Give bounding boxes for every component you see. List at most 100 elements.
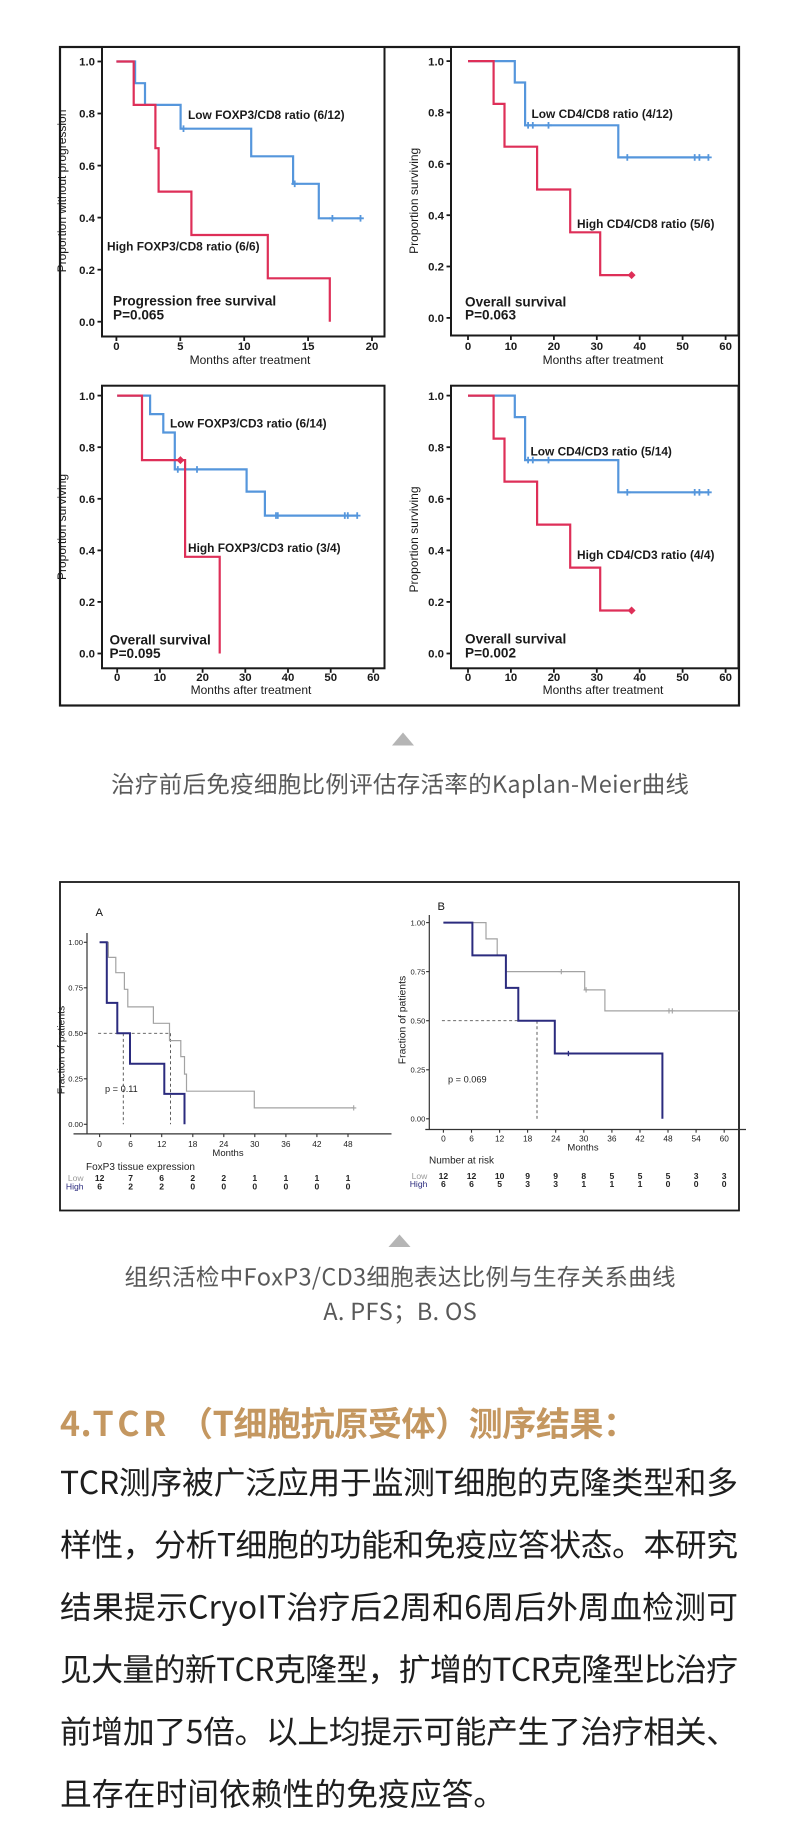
svg-text:Fraction of patients: Fraction of patients: [398, 976, 409, 1064]
svg-text:12: 12: [467, 1171, 477, 1181]
svg-text:40: 40: [633, 341, 646, 353]
svg-text:1: 1: [315, 1173, 320, 1183]
svg-text:Months after treatment: Months after treatment: [543, 353, 664, 367]
svg-text:Proportion surviving: Proportion surviving: [407, 486, 421, 592]
svg-text:0.0: 0.0: [79, 317, 95, 329]
svg-text:1: 1: [581, 1179, 586, 1189]
svg-text:Overall survival: Overall survival: [465, 632, 566, 647]
svg-text:0: 0: [722, 1179, 727, 1189]
svg-text:0: 0: [465, 341, 471, 353]
svg-text:Low CD4/CD3 ratio (5/14): Low CD4/CD3 ratio (5/14): [531, 445, 672, 459]
svg-text:36: 36: [607, 1133, 617, 1143]
svg-text:30: 30: [250, 1139, 260, 1149]
svg-text:Low FOXP3/CD8 ratio (6/12): Low FOXP3/CD8 ratio (6/12): [188, 108, 345, 122]
svg-text:0: 0: [666, 1179, 671, 1189]
svg-text:12: 12: [439, 1171, 449, 1181]
svg-text:8: 8: [581, 1171, 586, 1181]
svg-text:2: 2: [159, 1181, 164, 1191]
svg-text:30: 30: [590, 672, 603, 684]
svg-text:Number at risk: Number at risk: [429, 1156, 495, 1167]
svg-text:60: 60: [719, 672, 732, 684]
svg-text:0: 0: [114, 672, 120, 684]
svg-text:20: 20: [548, 341, 561, 353]
svg-text:0.6: 0.6: [428, 159, 444, 171]
svg-text:0.50: 0.50: [68, 1029, 83, 1038]
svg-text:1.0: 1.0: [79, 391, 95, 403]
svg-text:5: 5: [666, 1171, 671, 1181]
svg-text:0: 0: [465, 672, 471, 684]
svg-text:0.0: 0.0: [428, 313, 444, 325]
svg-text:1: 1: [346, 1173, 351, 1183]
svg-text:Months: Months: [567, 1143, 598, 1154]
svg-text:50: 50: [676, 341, 689, 353]
svg-text:20: 20: [548, 672, 561, 684]
svg-text:12: 12: [95, 1173, 105, 1183]
svg-text:0: 0: [346, 1181, 351, 1191]
svg-text:Months after treatment: Months after treatment: [543, 683, 664, 697]
svg-text:0.75: 0.75: [68, 984, 83, 993]
svg-text:0: 0: [694, 1179, 699, 1189]
svg-text:0.2: 0.2: [428, 597, 444, 609]
svg-text:Low: Low: [68, 1173, 85, 1183]
svg-text:6: 6: [469, 1179, 474, 1189]
svg-text:0.0: 0.0: [79, 649, 95, 661]
svg-text:1.0: 1.0: [79, 57, 95, 69]
svg-text:Fraction of patients: Fraction of patients: [57, 1006, 68, 1094]
svg-text:p = 0.11: p = 0.11: [105, 1084, 138, 1094]
svg-text:Proportion surviving: Proportion surviving: [55, 474, 69, 580]
svg-text:60: 60: [720, 1133, 730, 1143]
svg-text:1.00: 1.00: [68, 938, 83, 947]
svg-text:10: 10: [154, 672, 167, 684]
svg-text:0.00: 0.00: [68, 1120, 83, 1129]
svg-text:3: 3: [525, 1179, 530, 1189]
svg-text:0.2: 0.2: [79, 597, 95, 609]
svg-text:P=0.095: P=0.095: [110, 646, 161, 661]
svg-text:10: 10: [495, 1171, 505, 1181]
svg-text:42: 42: [312, 1139, 322, 1149]
svg-text:0.2: 0.2: [428, 262, 444, 274]
svg-text:5: 5: [177, 341, 184, 353]
svg-text:5: 5: [610, 1171, 615, 1181]
svg-text:10: 10: [505, 672, 518, 684]
svg-text:50: 50: [324, 672, 337, 684]
svg-text:0.8: 0.8: [79, 109, 95, 121]
svg-text:0.4: 0.4: [79, 546, 95, 558]
svg-text:48: 48: [663, 1133, 673, 1143]
svg-text:Low: Low: [412, 1171, 429, 1181]
svg-text:1.00: 1.00: [411, 918, 426, 927]
svg-text:0.4: 0.4: [428, 546, 444, 558]
svg-text:60: 60: [367, 672, 380, 684]
svg-text:9: 9: [525, 1171, 530, 1181]
svg-text:1.0: 1.0: [428, 56, 444, 68]
svg-text:0: 0: [221, 1181, 226, 1191]
svg-text:6: 6: [469, 1133, 474, 1143]
svg-text:1: 1: [638, 1179, 643, 1189]
svg-text:0: 0: [315, 1181, 320, 1191]
svg-text:42: 42: [635, 1133, 645, 1143]
svg-text:B: B: [438, 901, 445, 913]
svg-text:10: 10: [238, 341, 251, 353]
svg-text:Low FOXP3/CD3 ratio (6/14): Low FOXP3/CD3 ratio (6/14): [170, 417, 327, 431]
svg-text:0.25: 0.25: [68, 1075, 83, 1084]
svg-text:0.8: 0.8: [79, 442, 95, 454]
svg-text:10: 10: [505, 341, 518, 353]
svg-text:High CD4/CD3 ratio (4/4): High CD4/CD3 ratio (4/4): [577, 548, 714, 562]
svg-text:2: 2: [128, 1181, 133, 1191]
svg-text:5: 5: [638, 1171, 643, 1181]
svg-text:High CD4/CD8 ratio (5/6): High CD4/CD8 ratio (5/6): [577, 217, 714, 231]
svg-text:6: 6: [159, 1173, 164, 1183]
svg-text:0: 0: [113, 341, 119, 353]
svg-text:18: 18: [523, 1133, 533, 1143]
svg-text:0.6: 0.6: [428, 494, 444, 506]
svg-text:0.8: 0.8: [428, 442, 444, 454]
svg-text:9: 9: [553, 1171, 558, 1181]
svg-text:1: 1: [284, 1173, 289, 1183]
svg-text:0.4: 0.4: [79, 213, 95, 225]
svg-text:54: 54: [691, 1133, 701, 1143]
svg-text:Months: Months: [212, 1148, 243, 1159]
svg-text:30: 30: [579, 1133, 589, 1143]
svg-text:High: High: [66, 1181, 84, 1191]
svg-text:40: 40: [633, 672, 646, 684]
svg-text:3: 3: [694, 1171, 699, 1181]
svg-text:7: 7: [128, 1173, 133, 1183]
